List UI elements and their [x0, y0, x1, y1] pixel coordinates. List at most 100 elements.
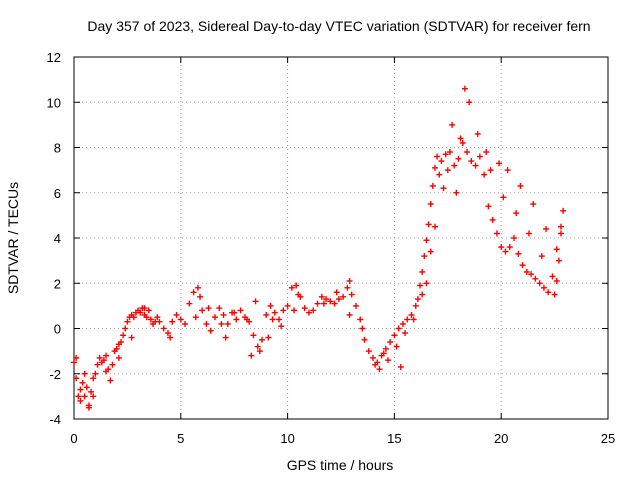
y-tick-label: 8	[54, 141, 61, 156]
data-point	[393, 343, 400, 350]
data-point	[107, 377, 114, 384]
data-point	[423, 280, 430, 287]
data-point	[137, 309, 144, 316]
data-point	[128, 334, 135, 341]
data-point	[220, 311, 227, 318]
data-point	[553, 246, 560, 253]
data-point	[154, 314, 161, 321]
data-point	[327, 298, 334, 305]
data-point	[109, 361, 116, 368]
data-point	[451, 162, 458, 169]
data-point	[425, 221, 432, 228]
data-point	[88, 388, 95, 395]
data-point	[352, 302, 359, 309]
data-point	[203, 320, 210, 327]
data-point	[284, 302, 291, 309]
data-point	[361, 336, 368, 343]
data-point	[370, 354, 377, 361]
data-point	[438, 158, 445, 165]
data-points	[71, 85, 567, 411]
data-point	[207, 327, 214, 334]
data-point	[399, 320, 406, 327]
data-point	[412, 302, 419, 309]
data-point	[335, 296, 342, 303]
data-point	[376, 366, 383, 373]
data-point	[555, 257, 562, 264]
data-point	[224, 320, 231, 327]
data-point	[267, 302, 274, 309]
data-point	[265, 334, 272, 341]
data-point	[117, 339, 124, 346]
data-point	[459, 139, 466, 146]
data-point	[395, 325, 402, 332]
data-point	[199, 307, 206, 314]
data-point	[511, 235, 518, 241]
data-point	[263, 311, 270, 318]
data-point	[538, 253, 545, 260]
data-point	[130, 314, 137, 321]
data-point	[248, 352, 255, 359]
data-point	[384, 357, 391, 364]
data-point	[461, 85, 468, 92]
data-point	[122, 325, 129, 332]
x-tick-label: 25	[601, 431, 615, 446]
data-point	[320, 300, 327, 307]
data-point	[231, 309, 238, 316]
data-point	[489, 216, 496, 223]
data-point	[545, 289, 552, 296]
data-point	[276, 316, 283, 323]
data-point	[288, 284, 295, 291]
data-point	[483, 149, 490, 156]
data-point	[258, 336, 265, 343]
y-tick-label: 12	[47, 50, 61, 65]
data-point	[523, 268, 530, 275]
data-point	[532, 275, 539, 282]
x-tick-label: 10	[280, 431, 294, 446]
data-point	[83, 384, 90, 391]
data-point	[318, 293, 325, 300]
data-point	[436, 171, 443, 178]
data-point	[417, 282, 424, 289]
data-point	[156, 318, 163, 325]
data-point	[211, 314, 218, 321]
data-point	[77, 386, 84, 393]
data-point	[244, 316, 251, 323]
data-point	[468, 158, 475, 165]
data-point	[90, 375, 97, 382]
data-point	[429, 182, 436, 189]
data-point	[323, 296, 330, 303]
data-point	[310, 307, 317, 314]
data-point	[160, 325, 167, 332]
data-point	[485, 203, 492, 210]
axis-ticks: 0 5 10 15 20 25 -4 -2 0 2 4 6 8 10 12	[47, 50, 616, 446]
data-point	[359, 325, 366, 332]
data-point	[190, 289, 197, 296]
data-point	[530, 201, 537, 208]
data-point	[100, 357, 107, 364]
data-point	[427, 201, 434, 208]
data-point	[115, 354, 122, 361]
data-point	[444, 167, 451, 174]
data-point	[504, 167, 511, 174]
data-point	[431, 223, 438, 230]
data-point	[365, 348, 372, 355]
y-tick-label: -2	[49, 367, 61, 382]
data-point	[147, 316, 154, 323]
data-point	[449, 121, 456, 128]
y-axis-title: SDTVAR / TECUs	[5, 182, 21, 294]
data-point	[551, 291, 558, 298]
data-point	[73, 354, 80, 361]
data-point	[481, 171, 488, 178]
x-axis-title: GPS time / hours	[287, 457, 394, 473]
data-point	[466, 99, 473, 106]
data-point	[498, 244, 505, 251]
data-point	[515, 250, 522, 257]
data-point	[269, 316, 276, 323]
data-point	[440, 185, 447, 192]
data-point	[92, 370, 99, 377]
data-point	[513, 210, 520, 217]
y-tick-label: 10	[47, 95, 61, 110]
data-point	[414, 296, 421, 303]
data-point	[314, 300, 321, 307]
